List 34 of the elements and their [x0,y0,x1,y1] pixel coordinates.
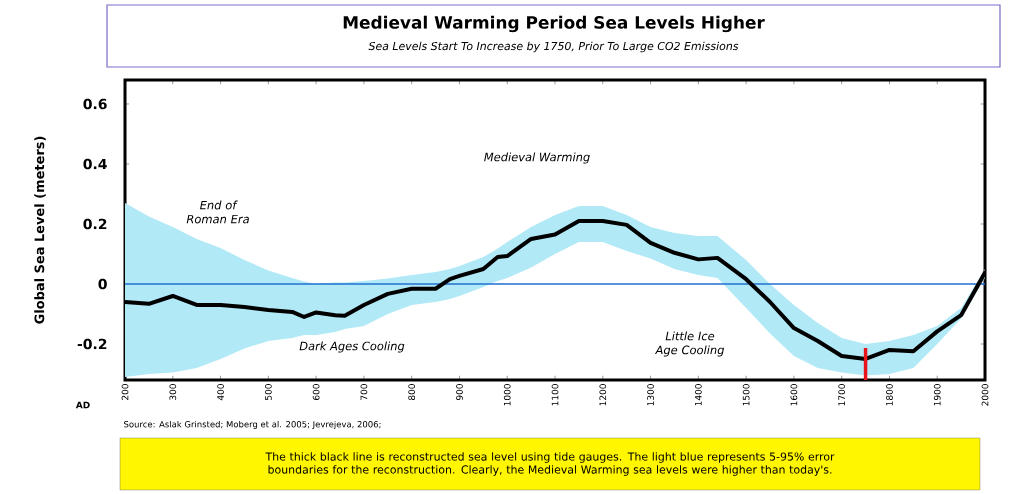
x-tick-label: 900 [456,384,463,401]
x-axis-title: AD [75,401,90,409]
annotation: End of Roman Era [186,200,249,224]
x-tick-label: 1500 [742,384,750,406]
y-tick-label: 0.6 [83,98,107,110]
x-tick-label: 1300 [647,384,654,406]
y-tick-label: 0 [98,278,107,290]
annotation: Little Ice Age Cooling [654,331,725,357]
x-tick-label: 200 [121,384,129,400]
x-tick-label: 400 [217,384,224,401]
y-tick-label: 0.4 [83,158,107,170]
x-tick-label: 500 [264,384,272,400]
x-tick-label: 1900 [933,384,941,406]
y-axis-title: Global Sea Level (meters) [34,136,46,324]
y-tick-label: -0.2 [77,338,107,350]
annotation: Medieval Warming [484,152,590,164]
x-tick-label: 1800 [886,384,893,406]
x-tick-label: 600 [312,384,320,400]
text: The thick black line is reconstructed sea level using tide gauges. The light blue represents 5-95% error boundaries for the reconstruction. Clearly, the Medieval Warming sea levels were higher than today's. [265,452,835,476]
chart-title: Medieval Warming Period Sea Levels Higher [343,15,765,33]
source-note: Source: Aslak Grinsted; Moberg et al. 2005; Jevrejeva, 2006; [124,420,381,430]
annotation: Dark Ages Cooling [299,341,405,353]
x-tick-label: 1200 [599,384,607,406]
x-tick-label: 800 [408,384,416,401]
x-tick-label: 1400 [694,384,702,406]
x-tick-label: 1600 [790,384,798,406]
chart-subtitle: Sea Levels Start To Increase by 1750, Prior To Large CO2 Emissions [368,41,739,53]
x-tick-label: 300 [169,384,177,400]
y-tick-label: 0.2 [83,218,107,230]
x-tick-label: 1100 [551,384,559,406]
x-tick-label: 2000 [981,384,989,406]
x-tick-label: 1000 [503,384,511,406]
x-tick-label: 1700 [838,384,846,406]
x-tick-label: 700 [360,384,368,400]
